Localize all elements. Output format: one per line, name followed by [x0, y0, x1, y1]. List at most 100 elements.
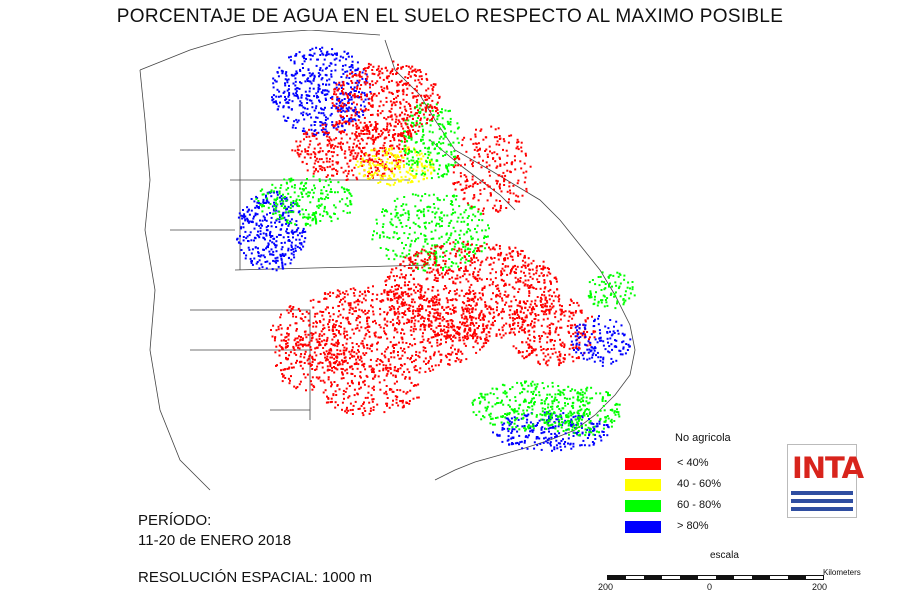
moisture-pixel: [349, 151, 352, 154]
moisture-pixel: [387, 360, 390, 363]
moisture-pixel: [567, 319, 570, 322]
moisture-pixel: [343, 292, 346, 295]
moisture-pixel: [305, 136, 308, 138]
moisture-pixel: [398, 120, 401, 123]
moisture-pixel: [507, 418, 510, 421]
moisture-pixel: [606, 337, 609, 340]
moisture-pixel: [524, 274, 527, 277]
moisture-pixel: [335, 329, 338, 331]
moisture-pixel: [422, 208, 425, 211]
moisture-pixel: [393, 312, 396, 315]
moisture-pixel: [305, 112, 308, 115]
moisture-pixel: [340, 84, 342, 87]
moisture-pixel: [286, 89, 289, 92]
moisture-pixel: [371, 173, 374, 176]
moisture-pixel: [540, 432, 543, 435]
moisture-pixel: [453, 150, 456, 153]
moisture-pixel: [397, 310, 400, 313]
moisture-pixel: [315, 320, 317, 323]
moisture-pixel: [412, 316, 415, 319]
moisture-pixel: [329, 97, 332, 99]
moisture-pixel: [558, 298, 561, 301]
moisture-pixel: [415, 89, 418, 92]
moisture-pixel: [332, 151, 335, 154]
moisture-pixel: [304, 150, 307, 153]
moisture-pixel: [459, 350, 462, 353]
moisture-pixel: [309, 362, 312, 365]
moisture-pixel: [347, 100, 350, 103]
moisture-pixel: [393, 310, 396, 313]
moisture-pixel: [461, 256, 464, 259]
moisture-pixel: [382, 78, 385, 81]
moisture-pixel: [408, 371, 411, 374]
moisture-pixel: [347, 82, 350, 85]
moisture-pixel: [420, 173, 423, 176]
moisture-pixel: [456, 357, 458, 360]
moisture-pixel: [284, 95, 286, 98]
moisture-pixel: [470, 316, 473, 318]
moisture-pixel: [443, 133, 446, 136]
moisture-pixel: [298, 87, 301, 90]
moisture-pixel: [333, 104, 335, 107]
moisture-pixel: [520, 270, 523, 273]
moisture-pixel: [423, 264, 426, 267]
moisture-pixel: [414, 368, 417, 371]
moisture-pixel: [488, 331, 491, 334]
moisture-pixel: [419, 293, 422, 296]
moisture-pixel: [450, 151, 453, 154]
moisture-pixel: [397, 146, 400, 149]
moisture-pixel: [424, 221, 427, 224]
moisture-pixel: [318, 100, 321, 103]
moisture-pixel: [457, 241, 460, 244]
moisture-pixel: [253, 227, 256, 230]
moisture-pixel: [306, 98, 309, 101]
moisture-pixel: [480, 298, 483, 301]
moisture-pixel: [336, 368, 339, 371]
moisture-pixel: [472, 289, 475, 292]
moisture-pixel: [311, 102, 314, 105]
moisture-pixel: [334, 324, 337, 327]
moisture-pixel: [568, 304, 571, 306]
moisture-pixel: [378, 336, 381, 339]
moisture-pixel: [602, 434, 605, 436]
moisture-pixel: [313, 75, 316, 78]
moisture-pixel: [338, 300, 341, 303]
moisture-pixel: [548, 312, 551, 315]
moisture-pixel: [353, 94, 356, 97]
moisture-pixel: [411, 180, 414, 183]
moisture-pixel: [343, 117, 345, 120]
moisture-pixel: [501, 299, 504, 302]
moisture-pixel: [503, 422, 506, 425]
moisture-pixel: [361, 158, 364, 161]
moisture-pixel: [355, 136, 358, 139]
moisture-pixel: [355, 310, 357, 313]
moisture-pixel: [386, 293, 389, 296]
moisture-pixel: [329, 158, 331, 160]
moisture-pixel: [423, 171, 426, 174]
moisture-pixel: [470, 318, 473, 321]
moisture-pixel: [445, 287, 448, 290]
moisture-pixel: [334, 63, 337, 66]
moisture-pixel: [407, 163, 410, 166]
moisture-pixel: [395, 71, 398, 74]
moisture-pixel: [345, 188, 348, 191]
moisture-pixel: [495, 300, 498, 303]
moisture-pixel: [464, 209, 467, 212]
moisture-pixel: [586, 317, 589, 320]
moisture-pixel: [410, 321, 413, 324]
moisture-pixel: [396, 89, 399, 92]
moisture-pixel: [411, 361, 413, 364]
moisture-pixel: [536, 424, 538, 427]
moisture-pixel: [376, 80, 379, 83]
moisture-pixel: [385, 136, 388, 139]
moisture-pixel: [312, 87, 315, 90]
moisture-pixel: [433, 353, 436, 356]
moisture-pixel: [279, 95, 282, 98]
moisture-pixel: [351, 81, 354, 84]
moisture-pixel: [410, 293, 413, 296]
moisture-pixel: [544, 427, 546, 430]
moisture-pixel: [419, 284, 421, 287]
moisture-pixel: [444, 135, 447, 138]
moisture-pixel: [414, 205, 417, 208]
moisture-pixel: [396, 301, 399, 304]
